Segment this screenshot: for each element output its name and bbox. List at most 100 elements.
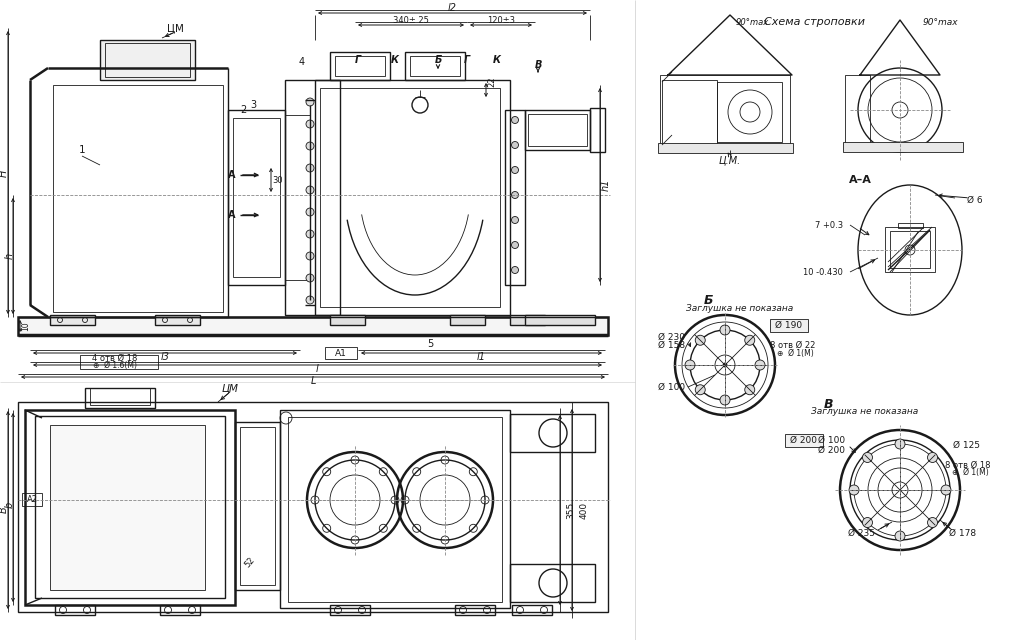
Text: Схема строповки: Схема строповки <box>765 17 865 27</box>
Bar <box>330 315 365 325</box>
Bar <box>315 80 510 315</box>
Text: 1: 1 <box>79 145 85 155</box>
Text: 400: 400 <box>580 501 589 518</box>
Bar <box>510 414 595 452</box>
Text: Ø 178: Ø 178 <box>949 529 977 538</box>
Bar <box>240 427 275 585</box>
Bar <box>155 315 200 325</box>
Text: l: l <box>315 364 318 374</box>
Text: Заглушка не показана: Заглушка не показана <box>811 408 919 417</box>
Bar <box>410 56 460 76</box>
Bar <box>890 231 930 268</box>
Bar <box>898 223 923 228</box>
Bar <box>25 410 234 605</box>
Text: 120±3: 120±3 <box>487 15 515 24</box>
Text: Ø 235: Ø 235 <box>849 529 876 538</box>
Text: A2: A2 <box>27 495 38 504</box>
Text: Ø 230: Ø 230 <box>658 333 685 342</box>
Bar <box>660 75 790 150</box>
Text: Г: Г <box>464 55 470 65</box>
Text: 8 отв Ø 18: 8 отв Ø 18 <box>945 461 991 470</box>
Text: Б: Б <box>434 55 441 65</box>
Text: Ø 100: Ø 100 <box>657 383 685 392</box>
Circle shape <box>862 518 872 527</box>
Circle shape <box>306 208 314 216</box>
Circle shape <box>928 452 938 463</box>
Bar <box>590 108 605 152</box>
Circle shape <box>862 452 872 463</box>
Circle shape <box>512 241 518 248</box>
Bar <box>512 605 552 615</box>
Bar <box>18 402 608 612</box>
Text: Ц.М.: Ц.М. <box>719 155 741 165</box>
Circle shape <box>512 216 518 223</box>
Bar <box>50 425 205 590</box>
Text: 10 -0.430: 10 -0.430 <box>803 268 843 276</box>
Bar <box>321 88 500 307</box>
Circle shape <box>512 266 518 273</box>
Text: Ø 200: Ø 200 <box>818 445 845 454</box>
Text: B: B <box>0 507 9 513</box>
Text: В: В <box>535 60 542 70</box>
Bar <box>105 43 190 77</box>
Bar <box>505 110 525 285</box>
Bar <box>525 110 590 150</box>
Circle shape <box>512 166 518 173</box>
Text: Ø 190: Ø 190 <box>775 321 803 330</box>
Circle shape <box>723 363 727 367</box>
Circle shape <box>744 335 755 345</box>
Bar <box>885 227 935 272</box>
Text: h: h <box>5 253 15 259</box>
Text: ЦМ: ЦМ <box>221 383 239 393</box>
Text: 8 отв Ø 22: 8 отв Ø 22 <box>770 340 816 349</box>
Circle shape <box>306 120 314 128</box>
Text: 30: 30 <box>272 175 284 184</box>
Text: К: К <box>391 55 399 65</box>
Bar <box>35 416 225 598</box>
Text: l1: l1 <box>476 352 485 362</box>
Bar <box>18 317 608 335</box>
Text: 340± 25: 340± 25 <box>393 15 429 24</box>
Circle shape <box>895 531 905 541</box>
Bar <box>845 75 870 145</box>
Text: L: L <box>310 376 315 386</box>
Bar <box>330 605 370 615</box>
Text: 4 отв Ø 18: 4 отв Ø 18 <box>92 353 137 362</box>
Text: H: H <box>0 170 9 177</box>
Text: 90°max: 90°max <box>923 17 957 26</box>
Bar <box>53 85 223 312</box>
Bar <box>55 605 95 615</box>
Text: Ø 125: Ø 125 <box>953 440 981 449</box>
Circle shape <box>306 230 314 238</box>
Text: Ø 100: Ø 100 <box>818 435 845 445</box>
Bar <box>285 80 340 315</box>
Circle shape <box>306 142 314 150</box>
Text: 90°max: 90°max <box>735 17 769 26</box>
Text: ЦМ: ЦМ <box>167 23 183 33</box>
Bar <box>528 114 587 146</box>
Circle shape <box>512 191 518 198</box>
Circle shape <box>306 274 314 282</box>
Circle shape <box>941 485 951 495</box>
Bar <box>288 417 502 602</box>
Text: ⊕  Ø 1.6(М): ⊕ Ø 1.6(М) <box>93 360 137 369</box>
Circle shape <box>695 335 706 345</box>
Bar <box>662 80 717 145</box>
Circle shape <box>306 164 314 172</box>
Text: 5: 5 <box>427 339 433 349</box>
Text: b: b <box>5 502 15 508</box>
Bar <box>280 410 510 608</box>
Text: ⊕  Ø 1(М): ⊕ Ø 1(М) <box>776 349 813 358</box>
Bar <box>717 82 782 142</box>
Text: А: А <box>227 210 234 220</box>
Circle shape <box>744 385 755 395</box>
Text: 52: 52 <box>243 555 257 569</box>
Bar <box>510 315 545 325</box>
Text: 10: 10 <box>22 321 31 331</box>
Text: А: А <box>227 170 234 180</box>
Text: Б: Б <box>703 294 713 307</box>
Bar <box>843 142 963 152</box>
Bar <box>233 118 280 277</box>
Text: Г: Г <box>355 55 361 65</box>
Bar <box>85 388 155 408</box>
